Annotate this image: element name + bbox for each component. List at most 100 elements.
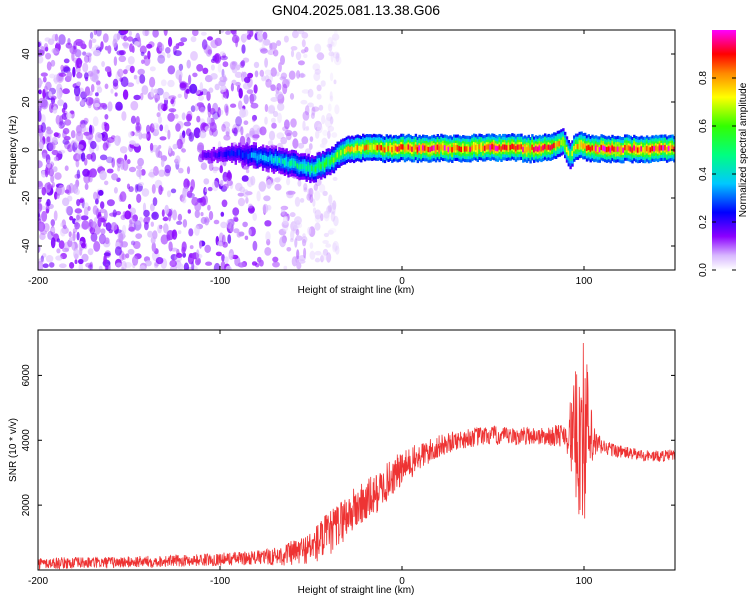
spectrogram-ridge-cell (398, 145, 401, 152)
spectrogram-noise-cell (105, 222, 112, 232)
spectrogram-noise-cell (265, 231, 271, 242)
spectrogram-noise-cell (157, 41, 163, 49)
spectrogram-noise-cell (330, 211, 336, 222)
spectrogram-noise-cell (218, 232, 224, 243)
spectrogram-noise-cell (270, 67, 277, 77)
spectrogram-noise-cell (140, 51, 145, 57)
spectrogram-noise-cell (46, 129, 53, 135)
spectrogram-ridge-cell (447, 146, 450, 153)
spectrogram-noise-cell (149, 123, 155, 133)
spectrogram-noise-cell (107, 101, 113, 112)
spectrogram-noise-cell (170, 98, 175, 105)
spectrogram-noise-cell (266, 179, 272, 189)
spectrogram-noise-cell (50, 219, 55, 227)
spectrogram-ridge-cell (387, 146, 390, 152)
spectrogram-noise-cell (90, 46, 96, 52)
spectrogram-noise-cell (313, 72, 321, 82)
spectrogram-noise-cell (50, 237, 56, 249)
spectrogram-noise-cell (86, 153, 93, 160)
spectrogram-ridge-cell (614, 146, 618, 153)
spectrogram-noise-cell (225, 265, 232, 270)
spectrogram-noise-cell (162, 91, 170, 101)
spectrogram-noise-cell (142, 202, 147, 213)
spectrogram-noise-cell (194, 209, 200, 219)
spectrogram-noise-cell (297, 180, 302, 187)
spectrogram-noise-cell (301, 39, 306, 48)
spectrogram-noise-cell (214, 83, 220, 91)
spectrogram-ridge-cell (201, 152, 205, 158)
spectrogram-ridge-cell (420, 146, 423, 152)
spectrogram-noise-cell (219, 55, 228, 61)
spectrogram-ridge-cell (564, 142, 567, 148)
colorbar: 0.0 0.2 0.4 0.6 0.8 Normalized spectral ampl… (698, 30, 749, 277)
spectrogram-noise-cell (168, 36, 173, 47)
spectrogram-noise-cell (134, 184, 139, 193)
spectrogram-noise-cell (46, 198, 51, 207)
spectrogram-noise-cell (269, 42, 278, 50)
spectrogram-noise-cell (93, 241, 101, 252)
spectrogram-ridge-cell (496, 146, 499, 152)
spectrogram-noise-cell (247, 72, 254, 79)
spectrogram-noise-cell (303, 183, 308, 191)
spectrogram-ridge-cell (616, 146, 620, 152)
spectrogram-noise-cell (313, 183, 318, 191)
spectrogram-ridge-cell (665, 147, 669, 153)
spectrogram-noise-cell (38, 197, 42, 204)
spectrogram-noise-cell (38, 258, 45, 264)
spectrogram-noise-cell (264, 104, 269, 112)
spectrogram-ridge-cell (207, 152, 210, 158)
spectrogram-noise-cell (139, 45, 147, 54)
spectrogram-noise-cell (44, 167, 49, 178)
spectrogram-ridge-cell (627, 145, 631, 151)
spectrogram-noise-cell (146, 131, 151, 141)
spectrogram-noise-cell (208, 210, 214, 221)
spectrogram-ridge-cell (669, 145, 672, 151)
spectrogram-noise-cell (239, 135, 246, 147)
spectrogram-noise-cell (95, 92, 99, 97)
spectrogram-noise-cell (205, 261, 213, 266)
spectrogram-noise-cell (166, 190, 172, 198)
spectrogram-noise-cell (175, 69, 183, 80)
spectrogram-noise-cell (48, 167, 55, 177)
spectrogram-noise-cell (194, 225, 200, 236)
spectrogram-noise-cell (215, 251, 222, 257)
spectrogram-noise-cell (153, 88, 158, 94)
spectrogram-noise-cell (100, 228, 106, 235)
spectrogram-ridge-cell (291, 160, 294, 166)
spectrogram-noise-cell (244, 235, 249, 240)
spectrogram-noise-cell (74, 207, 82, 214)
spectrogram-noise-cell (210, 73, 218, 80)
spectrogram-noise-cell (122, 89, 129, 100)
spectrogram-noise-cell (161, 209, 165, 217)
spectrogram-noise-cell (89, 168, 97, 178)
spectrogram-noise-cell (196, 115, 201, 123)
snr-panel: -200 -100 0 100 2000 4000 6000 Height of stra… (8, 329, 676, 596)
spectrogram-noise-cell (276, 83, 282, 91)
colorbar-tick-label: 0.4 (698, 167, 709, 181)
spectrogram-noise-cell (256, 190, 261, 202)
spectrogram-noise-cell (94, 132, 103, 143)
spectrogram-ridge-cell (347, 146, 350, 152)
spectrogram-noise-cell (329, 72, 334, 82)
spectrogram-noise-cell (218, 109, 224, 116)
spectrogram-ridge-cell (653, 146, 656, 152)
spectrogram-ridge-cell (372, 144, 376, 150)
spectrogram-ridge-cell (436, 144, 439, 150)
spectrogram-noise-cell (80, 215, 89, 221)
spectrogram-noise-cell (76, 57, 83, 69)
spectrogram-ridge-cell (647, 147, 651, 153)
spectrogram-noise-cell (221, 234, 226, 246)
spectrogram-noise-cell (158, 116, 162, 124)
spectrogram-noise-cell (329, 95, 334, 102)
spectrogram-noise-cell (309, 194, 314, 204)
spectrogram-noise-cell (151, 242, 156, 253)
spectrogram-noise-cell (148, 171, 156, 178)
spectrogram-noise-cell (279, 236, 287, 248)
spectrogram-noise-cell (277, 112, 282, 124)
spectrogram-noise-cell (199, 82, 204, 92)
spectrogram-noise-cell (115, 71, 121, 82)
spectrogram-noise-cell (171, 229, 178, 240)
spectrogram-noise-cell (153, 166, 159, 176)
spectrogram-noise-cell (87, 53, 92, 63)
